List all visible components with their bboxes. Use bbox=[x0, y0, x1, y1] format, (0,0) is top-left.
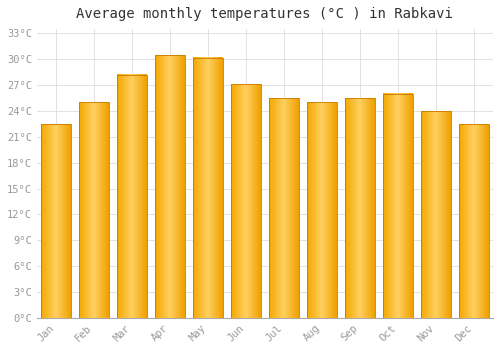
Title: Average monthly temperatures (°C ) in Rabkavi: Average monthly temperatures (°C ) in Ra… bbox=[76, 7, 454, 21]
Bar bbox=[459, 124, 489, 318]
Bar bbox=[155, 55, 184, 318]
Bar bbox=[345, 98, 375, 318]
Bar bbox=[117, 75, 146, 318]
Bar bbox=[41, 124, 70, 318]
Bar bbox=[269, 98, 299, 318]
Bar bbox=[231, 84, 260, 318]
Bar bbox=[79, 102, 108, 318]
Bar bbox=[193, 57, 222, 318]
Bar bbox=[383, 94, 413, 318]
Bar bbox=[307, 102, 337, 318]
Bar bbox=[421, 111, 451, 318]
